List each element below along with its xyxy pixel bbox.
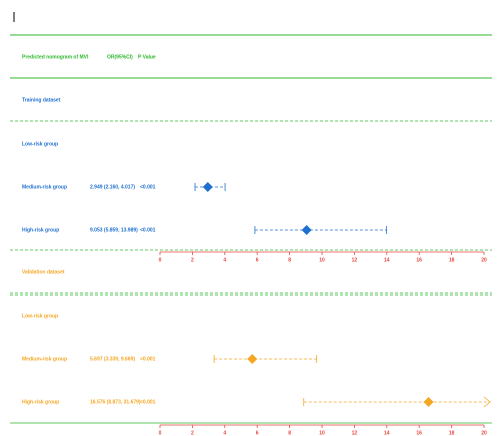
- group-title: Validation dataset: [22, 269, 65, 275]
- point: [247, 354, 258, 364]
- or-text: 2.949 (2.160, 4.017): [90, 184, 135, 190]
- p-value: <0.001: [140, 356, 156, 362]
- row-label: High-risk group: [22, 227, 59, 233]
- p-value: <0.001: [140, 399, 156, 405]
- x-tick-label: 16: [416, 430, 422, 436]
- x-tick-label: 2: [191, 257, 194, 263]
- p-value: <0.001: [140, 184, 156, 190]
- x-tick-label: 6: [256, 430, 259, 436]
- x-tick-label: 10: [319, 430, 325, 436]
- or-text: 5.697 (3.339, 9.669): [90, 356, 135, 362]
- x-tick-label: 2: [191, 430, 194, 436]
- header-title: Predicted nomogram of MVI: [22, 54, 89, 60]
- row-label: Low-risk group: [22, 313, 58, 319]
- x-tick-label: 4: [223, 257, 226, 263]
- or-text: 16.576 (8.873, 31.679): [90, 399, 141, 405]
- x-tick-label: 0: [159, 430, 162, 436]
- row-label: High-risk group: [22, 399, 59, 405]
- x-tick-label: 0: [159, 257, 162, 263]
- group-title: Training dataset: [22, 97, 61, 103]
- x-tick-label: 8: [288, 430, 291, 436]
- x-tick-label: 14: [384, 257, 390, 263]
- x-tick-label: 8: [288, 257, 291, 263]
- row-label: Low-risk group: [22, 141, 58, 147]
- point: [423, 397, 434, 407]
- p-value: <0.001: [140, 227, 156, 233]
- x-tick-label: 10: [319, 257, 325, 263]
- x-tick-label: 6: [256, 257, 259, 263]
- x-tick-label: 18: [449, 257, 455, 263]
- x-tick-label: 14: [384, 430, 390, 436]
- header-or: OR(95%CI): [107, 54, 133, 60]
- ci-arrow: [483, 396, 491, 408]
- x-tick-label: 16: [416, 257, 422, 263]
- x-tick-label: 20: [481, 257, 487, 263]
- point: [301, 225, 312, 235]
- row-label: Medium-risk group: [22, 356, 67, 362]
- point: [202, 182, 213, 192]
- row-label: Medium-risk group: [22, 184, 67, 190]
- x-tick-label: 18: [449, 430, 455, 436]
- or-text: 9.053 (5.859, 13.989): [90, 227, 138, 233]
- x-tick-label: 20: [481, 430, 487, 436]
- header-p: P Value: [138, 54, 156, 60]
- x-tick-label: 12: [352, 430, 358, 436]
- x-tick-label: 4: [223, 430, 226, 436]
- x-tick-label: 12: [352, 257, 358, 263]
